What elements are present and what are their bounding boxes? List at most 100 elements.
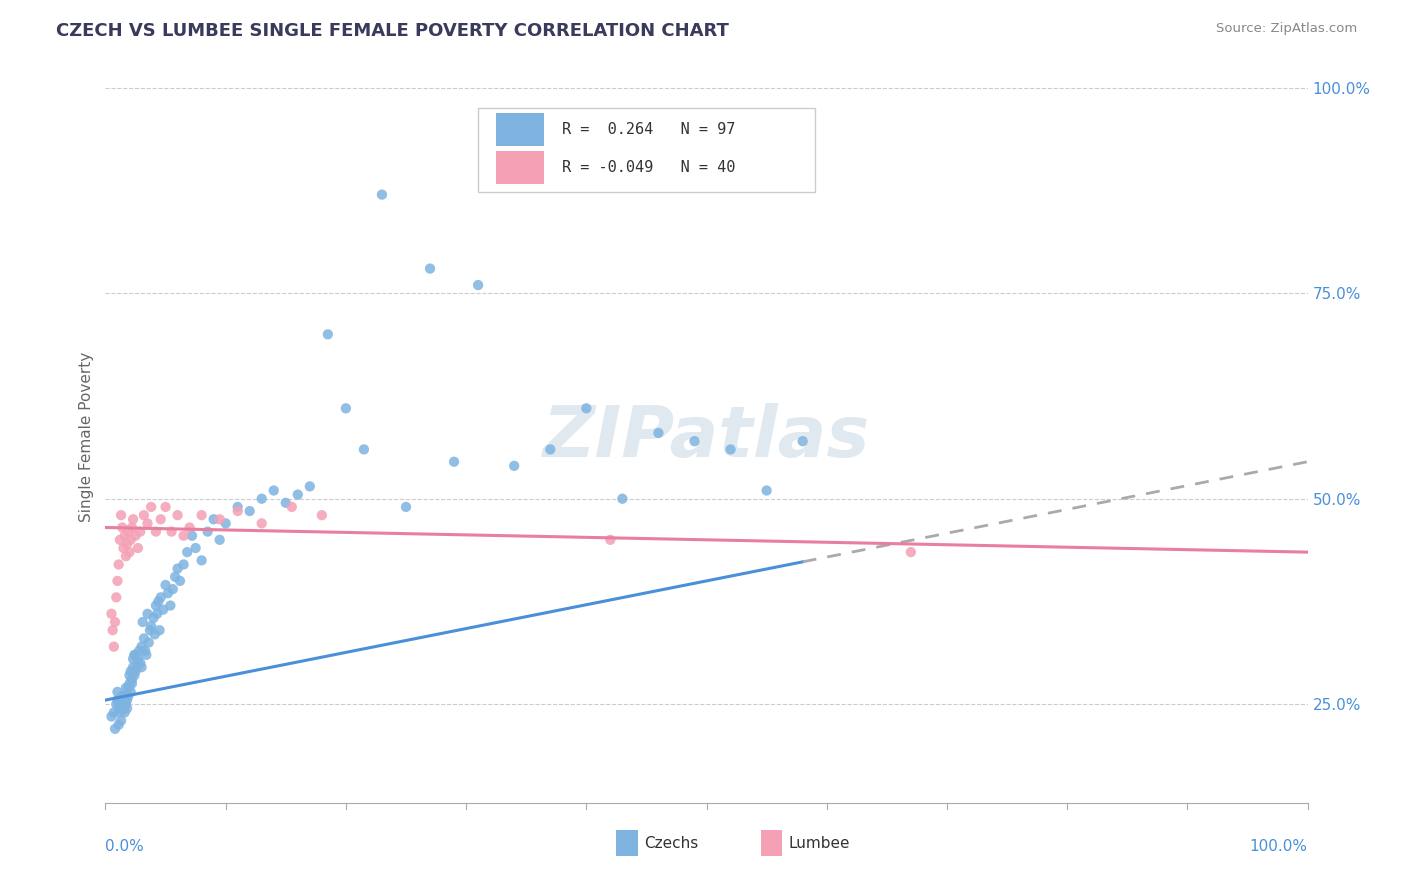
- Point: [110, 508, 132, 523]
- Point: [124, 648, 146, 662]
- Point: [114, 706, 136, 720]
- Point: [148, 594, 170, 608]
- Point: [117, 681, 139, 695]
- Point: [110, 697, 132, 711]
- Point: [124, 648, 146, 662]
- Point: [101, 624, 124, 638]
- Text: Source: ZipAtlas.com: Source: ZipAtlas.com: [1216, 22, 1357, 36]
- Point: [118, 545, 141, 559]
- Point: [134, 644, 156, 658]
- Point: [335, 401, 357, 416]
- Point: [107, 701, 129, 715]
- Point: [647, 425, 669, 440]
- FancyBboxPatch shape: [496, 113, 544, 145]
- Point: [121, 673, 143, 687]
- Point: [114, 689, 136, 703]
- Point: [139, 624, 162, 638]
- Point: [107, 558, 129, 572]
- Point: [103, 640, 125, 654]
- Point: [105, 591, 128, 605]
- Text: CZECH VS LUMBEE SINGLE FEMALE POVERTY CORRELATION CHART: CZECH VS LUMBEE SINGLE FEMALE POVERTY CO…: [56, 22, 730, 40]
- Point: [155, 578, 177, 592]
- Point: [115, 537, 138, 551]
- Point: [131, 660, 153, 674]
- Point: [176, 545, 198, 559]
- Point: [132, 615, 155, 629]
- Point: [208, 512, 231, 526]
- Point: [181, 529, 204, 543]
- Point: [148, 624, 170, 638]
- Point: [287, 487, 309, 501]
- Point: [159, 599, 181, 613]
- Point: [311, 508, 333, 523]
- Point: [166, 508, 188, 523]
- Point: [129, 656, 152, 670]
- Point: [263, 483, 285, 498]
- Point: [132, 508, 155, 523]
- Point: [115, 681, 138, 695]
- Point: [117, 524, 139, 539]
- Point: [107, 693, 129, 707]
- Point: [136, 607, 159, 621]
- Point: [239, 504, 262, 518]
- Point: [124, 665, 146, 679]
- Point: [135, 648, 157, 662]
- Point: [298, 479, 321, 493]
- Point: [104, 722, 127, 736]
- Point: [214, 516, 236, 531]
- Point: [226, 504, 249, 518]
- Point: [443, 455, 465, 469]
- Point: [112, 541, 135, 555]
- Point: [120, 685, 142, 699]
- Point: [755, 483, 778, 498]
- Point: [145, 524, 167, 539]
- Point: [683, 434, 706, 449]
- Point: [118, 676, 141, 690]
- Point: [162, 582, 184, 596]
- Point: [250, 491, 273, 506]
- Point: [792, 434, 814, 449]
- Point: [149, 591, 172, 605]
- Text: R = -0.049   N = 40: R = -0.049 N = 40: [562, 160, 735, 175]
- Point: [143, 627, 166, 641]
- Point: [139, 500, 162, 514]
- Point: [208, 533, 231, 547]
- Point: [127, 541, 149, 555]
- Point: [111, 689, 134, 703]
- Point: [274, 496, 297, 510]
- FancyBboxPatch shape: [761, 830, 782, 855]
- Point: [503, 458, 526, 473]
- Point: [156, 586, 179, 600]
- Point: [160, 524, 183, 539]
- Point: [115, 697, 138, 711]
- Point: [107, 717, 129, 731]
- Point: [121, 676, 143, 690]
- Point: [117, 689, 139, 703]
- Point: [250, 516, 273, 531]
- Point: [169, 574, 191, 588]
- Point: [720, 442, 742, 457]
- Point: [179, 520, 201, 534]
- Point: [129, 524, 152, 539]
- Point: [197, 524, 219, 539]
- Point: [120, 665, 142, 679]
- Point: [419, 261, 441, 276]
- Point: [467, 278, 489, 293]
- Point: [132, 632, 155, 646]
- Point: [139, 619, 162, 633]
- Text: ZIPatlas: ZIPatlas: [543, 402, 870, 472]
- Point: [112, 693, 135, 707]
- Point: [202, 512, 225, 526]
- Text: 0.0%: 0.0%: [105, 839, 145, 855]
- Point: [166, 561, 188, 575]
- Point: [104, 615, 127, 629]
- Point: [108, 533, 131, 547]
- Point: [114, 529, 136, 543]
- Point: [122, 512, 145, 526]
- Text: Czechs: Czechs: [644, 836, 699, 851]
- Point: [173, 558, 195, 572]
- Point: [353, 442, 375, 457]
- Point: [105, 697, 128, 711]
- Point: [107, 574, 129, 588]
- Point: [120, 533, 142, 547]
